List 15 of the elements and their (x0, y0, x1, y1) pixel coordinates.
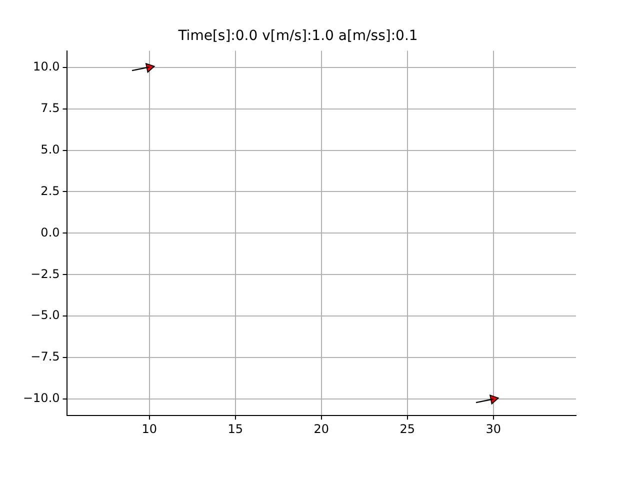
y-tick-label: −2.5 (30, 266, 60, 281)
x-tick-label: 25 (400, 422, 416, 436)
y-tick-label: 0.0 (40, 225, 60, 240)
y-tick-label: 5.0 (40, 142, 60, 156)
y-tick-label: 2.5 (40, 184, 60, 198)
x-tick-label: 10 (142, 422, 157, 436)
x-tick-label: 15 (228, 422, 244, 436)
y-tick-label: −5.0 (30, 308, 60, 322)
y-tick-label: 7.5 (40, 100, 60, 115)
y-tick-label: −10.0 (22, 391, 60, 406)
y-tick-label: 10.0 (33, 60, 60, 74)
x-tick-label: 20 (314, 422, 330, 436)
x-tick-label: 30 (486, 422, 502, 436)
chart-title: Time[s]:0.0 v[m/s]:1.0 a[m/ss]:0.1 (177, 28, 418, 44)
y-tick-label: −7.5 (30, 350, 60, 364)
